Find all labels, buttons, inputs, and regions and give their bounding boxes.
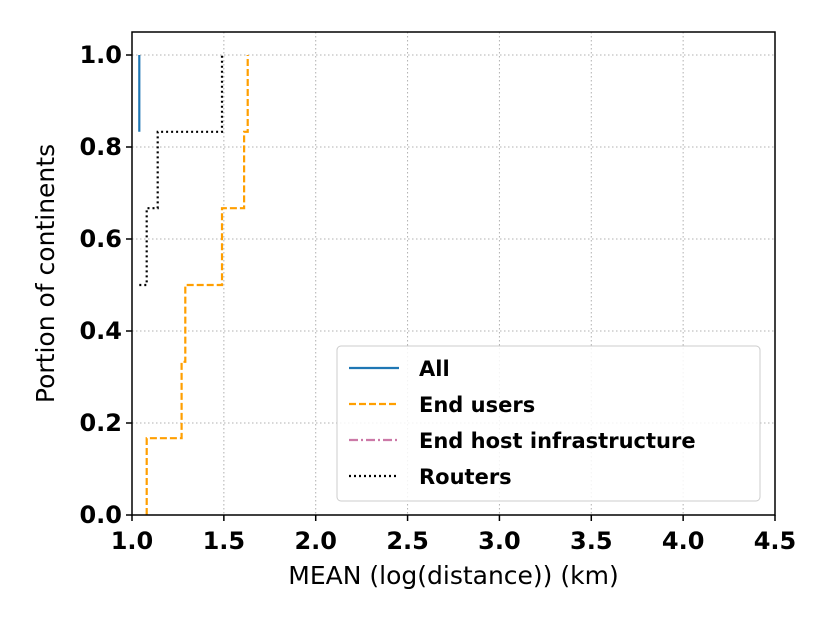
y-tick-label: 0.8 [79, 133, 122, 161]
y-axis-label: Portion of continents [31, 144, 60, 403]
y-tick-label: 0.0 [79, 501, 122, 529]
series-lines [138, 55, 249, 515]
legend: All End users End host infrastructure Route… [336, 345, 761, 502]
plot-frame [131, 31, 776, 516]
x-tick-label: 2.5 [386, 527, 429, 555]
x-tick-label: 2.0 [294, 527, 337, 555]
y-tick-label: 0.2 [79, 409, 122, 437]
x-axis-label: MEAN (log(distance)) (km) [288, 561, 618, 590]
x-tick-label: 1.0 [111, 527, 154, 555]
x-tick-label: 4.0 [662, 527, 705, 555]
x-tick-label: 3.0 [478, 527, 521, 555]
x-tick-label: 1.5 [203, 527, 246, 555]
legend-label: End users [419, 393, 535, 417]
y-tick-label: 1.0 [79, 41, 122, 69]
x-tick-label: 3.5 [570, 527, 613, 555]
legend-label: End host infrastructure [419, 429, 696, 453]
x-tick-label: 4.5 [754, 527, 797, 555]
legend-box [336, 345, 761, 502]
legend-label: All [419, 357, 450, 381]
legend-label: Routers [419, 465, 512, 489]
y-tick-label: 0.6 [79, 225, 122, 253]
series-line [139, 55, 224, 287]
axis-ticks: 1.0 1.5 2.0 2.5 3.0 3.5 4.0 4.5 0.0 0.2 0.4 0.6 0.8 1… [79, 41, 796, 555]
y-tick-label: 0.4 [79, 317, 122, 345]
series-line [145, 55, 249, 515]
